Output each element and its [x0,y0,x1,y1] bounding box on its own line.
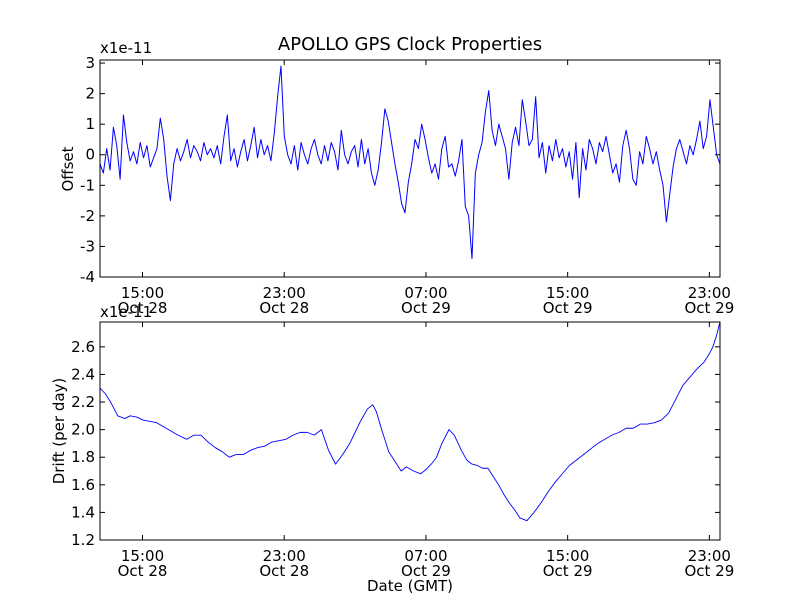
x-tick-time-label: 15:00 [121,547,164,565]
x-tick-time-label: 23:00 [263,284,306,302]
x-tick-date-label: Oct 28 [118,562,168,580]
y-tick-label: 1 [85,115,95,133]
y-tick-label: 1.8 [71,448,95,466]
offset-multiplier-label: x1e-11 [100,39,152,57]
y-tick-label: -2 [80,207,95,225]
x-tick-date-label: Oct 28 [259,299,309,317]
x-tick-date-label: Oct 29 [684,299,734,317]
series-line [99,65,721,260]
chart-title: APOLLO GPS Clock Properties [278,34,542,55]
x-tick-time-label: 15:00 [546,547,589,565]
x-tick-time-label: 23:00 [263,547,306,565]
series-line [99,321,721,522]
y-tick-label: -3 [80,237,95,255]
drift-series-line [99,321,721,522]
x-tick-date-label: Oct 29 [543,562,593,580]
offset-plot-frame [99,59,721,278]
y-tick-label: 2.2 [71,393,95,411]
y-tick-label: 3 [85,54,95,72]
y-tick-label: 2 [85,85,95,103]
offset-ylabel: Offset [59,146,77,191]
y-tick-label: -1 [80,176,95,194]
x-tick-time-label: 23:00 [688,284,731,302]
x-tick-date-label: Oct 29 [543,299,593,317]
drift-ylabel: Drift (per day) [50,378,68,485]
y-tick-label: 1.4 [71,503,95,521]
x-tick-date-label: Oct 29 [684,562,734,580]
drift-xlabel: Date (GMT) [367,577,453,595]
y-tick-label: 2.4 [71,365,95,383]
drift-plot-frame [99,321,721,541]
x-tick-time-label: 23:00 [688,547,731,565]
x-tick-date-label: Oct 29 [401,562,451,580]
x-tick-time-label: 15:00 [121,284,164,302]
x-tick-time-label: 07:00 [404,284,447,302]
drift-multiplier-label: x1e-11 [100,303,152,321]
y-tick-label: 1.6 [71,476,95,494]
y-tick-label: 2.0 [71,421,95,439]
y-tick-label: 1.2 [71,531,95,549]
offset-series-line [99,65,721,260]
x-tick-time-label: 07:00 [404,547,447,565]
x-tick-date-label: Oct 29 [401,299,451,317]
x-tick-date-label: Oct 28 [118,299,168,317]
y-tick-label: -4 [80,268,95,286]
x-tick-date-label: Oct 28 [259,562,309,580]
y-tick-label: 0 [85,146,95,164]
drift-panel: x1e-11 Drift (per day) 1.2 1.4 1.6 1.8 2.0 2.… [50,303,734,580]
x-tick-time-label: 15:00 [546,284,589,302]
y-tick-label: 2.6 [71,338,95,356]
